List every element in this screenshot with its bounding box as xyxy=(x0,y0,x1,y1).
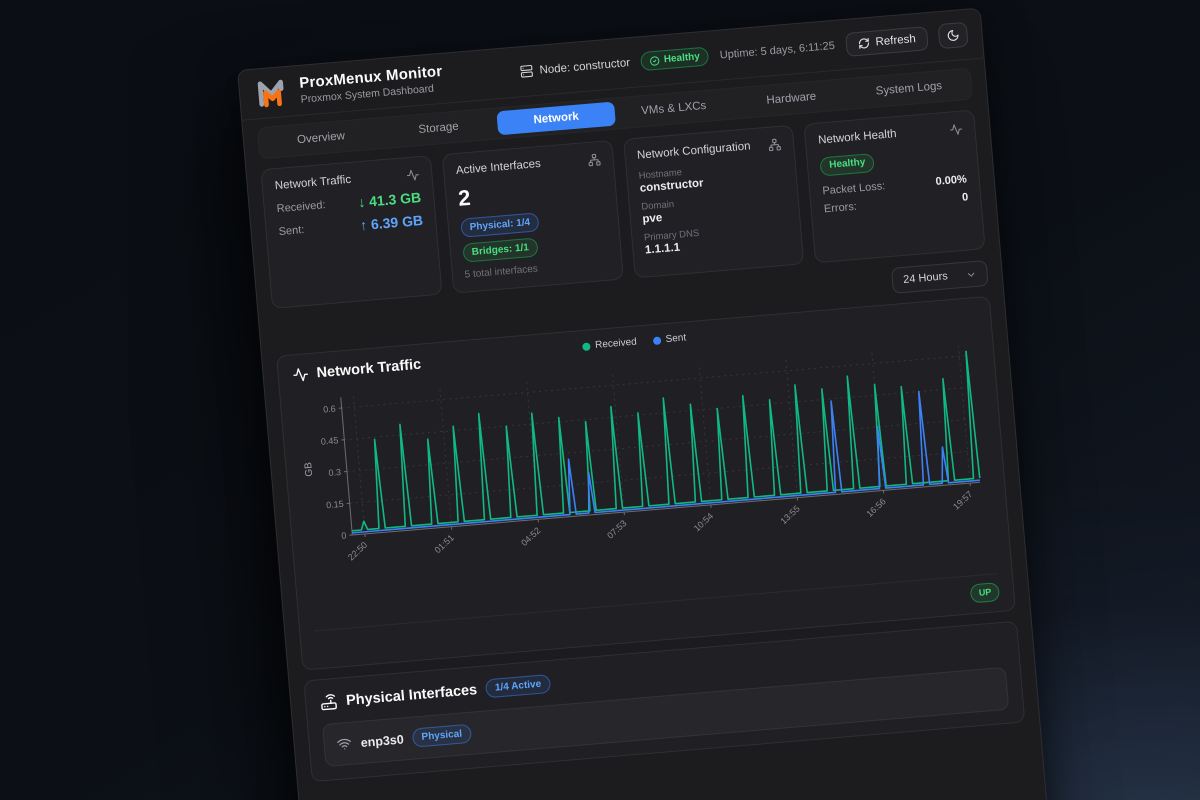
traffic-line-chart: 0 0.15 0.3 0.45 0.6 22:50 01:51 04:52 07:53 10:54… xyxy=(303,345,981,563)
card-title: Network Configuration xyxy=(636,140,751,162)
svg-text:0.3: 0.3 xyxy=(328,467,341,478)
svg-text:0.45: 0.45 xyxy=(320,435,338,446)
svg-text:01:51: 01:51 xyxy=(433,533,456,556)
dashboard-panel: ProxMenux Monitor Proxmox System Dashboa… xyxy=(237,7,1053,800)
top-bar: Node: constructor Healthy Uptime: 5 days… xyxy=(520,21,969,84)
card-title: Network Traffic xyxy=(274,173,352,193)
tab-vms-lxcs[interactable]: VMs & LXCs xyxy=(640,99,707,118)
svg-text:19:57: 19:57 xyxy=(951,489,974,512)
received-label: Received: xyxy=(276,199,327,216)
chart-title: Network Traffic xyxy=(315,356,422,382)
active-interfaces-count: 2 xyxy=(457,184,472,211)
physical-interfaces-section: Physical Interfaces 1/4 Active enp3s0 Ph… xyxy=(303,620,1026,783)
svg-text:GB: GB xyxy=(303,461,315,477)
header: ProxMenux Monitor Proxmox System Dashboa… xyxy=(238,8,984,121)
time-range-value: 24 Hours xyxy=(902,270,949,286)
card-title: Network Health xyxy=(817,128,898,147)
moon-icon xyxy=(946,28,960,42)
chevron-down-icon xyxy=(965,268,977,280)
health-badge: Healthy xyxy=(640,46,710,72)
svg-text:07:53: 07:53 xyxy=(605,518,628,541)
tab-overview[interactable]: Overview xyxy=(296,130,346,147)
network-traffic-chart-card: Received Sent Network Traffic 0 0.15 0.3 0.… xyxy=(276,295,1016,671)
physical-interfaces-title: Physical Interfaces xyxy=(345,681,478,709)
router-icon xyxy=(320,693,338,711)
svg-text:13:55: 13:55 xyxy=(778,504,801,527)
chart-area: 0 0.15 0.3 0.45 0.6 22:50 01:51 04:52 07:53 10:54… xyxy=(294,336,994,594)
card-title: Active Interfaces xyxy=(455,157,542,178)
network-health-card: Network Health Healthy Packet Loss: 0.00… xyxy=(803,109,986,264)
svg-text:22:50: 22:50 xyxy=(346,540,369,563)
activity-icon xyxy=(292,366,309,383)
server-icon xyxy=(520,64,534,78)
refresh-button[interactable]: Refresh xyxy=(844,25,929,57)
stat-cards-row: Network Traffic Received: ↓ 41.3 GB Sent… xyxy=(260,109,986,309)
errors-value: 0 xyxy=(961,190,969,204)
interface-row-enp3s0[interactable]: enp3s0 Physical xyxy=(322,666,1010,768)
network-configuration-card: Network Configuration Hostname construct… xyxy=(622,124,805,279)
physical-count-badge: Physical: 1/4 xyxy=(459,212,540,238)
sent-label: Sent: xyxy=(278,223,305,239)
node-chip: Node: constructor xyxy=(520,56,630,78)
up-status-badge: UP xyxy=(970,582,1001,604)
bridges-count-badge: Bridges: 1/1 xyxy=(462,237,539,263)
svg-text:04:52: 04:52 xyxy=(519,525,542,548)
svg-text:0.15: 0.15 xyxy=(326,499,344,510)
active-interfaces-card: Active Interfaces 2 Physical: 1/4 Bridge… xyxy=(441,139,624,294)
tab-network[interactable]: Network xyxy=(496,101,616,136)
refresh-icon xyxy=(857,36,870,49)
theme-toggle-button[interactable] xyxy=(937,21,969,50)
activity-icon xyxy=(949,123,963,137)
tab-storage[interactable]: Storage xyxy=(418,120,460,137)
received-value: ↓ 41.3 GB xyxy=(357,189,422,211)
health-status-badge: Healthy xyxy=(819,152,876,176)
svg-text:0: 0 xyxy=(341,531,347,541)
activity-icon xyxy=(406,168,420,182)
errors-label: Errors: xyxy=(823,200,858,215)
interface-name: enp3s0 xyxy=(360,731,405,750)
check-circle-icon xyxy=(649,55,660,66)
network-traffic-card: Network Traffic Received: ↓ 41.3 GB Sent… xyxy=(260,155,443,309)
time-range-select[interactable]: 24 Hours xyxy=(891,259,989,294)
svg-text:16:56: 16:56 xyxy=(864,496,887,519)
tab-system-logs[interactable]: System Logs xyxy=(875,80,943,98)
wifi-icon xyxy=(336,736,352,752)
network-icon xyxy=(587,153,601,167)
packet-loss-value: 0.00% xyxy=(935,172,968,188)
total-interfaces-label: 5 total interfaces xyxy=(464,263,539,281)
svg-text:10:54: 10:54 xyxy=(692,511,715,534)
tab-hardware[interactable]: Hardware xyxy=(765,90,817,107)
uptime-label: Uptime: 5 days, 6:11:25 xyxy=(719,39,836,62)
node-label: Node: constructor xyxy=(539,56,631,77)
sent-value: ↑ 6.39 GB xyxy=(359,211,424,234)
packet-loss-label: Packet Loss: xyxy=(821,179,886,197)
proxmenux-logo xyxy=(255,76,291,109)
brand: ProxMenux Monitor Proxmox System Dashboa… xyxy=(255,63,444,110)
active-count-badge: 1/4 Active xyxy=(485,673,551,699)
svg-text:0.6: 0.6 xyxy=(323,404,336,415)
network-tree-icon xyxy=(768,138,782,152)
time-range-row: 24 Hours xyxy=(273,259,989,346)
interface-type-badge: Physical xyxy=(411,723,472,748)
